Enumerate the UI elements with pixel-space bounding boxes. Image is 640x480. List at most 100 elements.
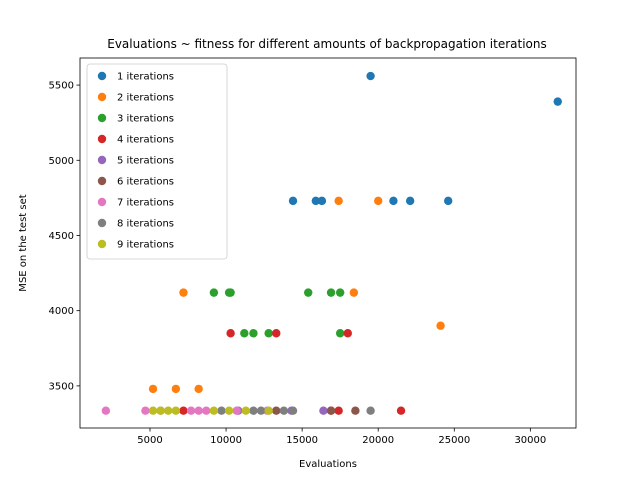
data-point xyxy=(326,288,336,297)
data-point xyxy=(319,406,328,415)
legend-marker xyxy=(97,71,107,81)
series-4 xyxy=(179,329,406,415)
data-point xyxy=(241,406,251,415)
data-point xyxy=(334,196,343,206)
legend-box xyxy=(86,63,228,260)
y-axis-label: MSE on the test set xyxy=(18,194,29,291)
data-point xyxy=(279,406,289,415)
data-point xyxy=(335,288,345,297)
data-point xyxy=(272,329,281,338)
data-point xyxy=(264,406,273,415)
data-point xyxy=(249,406,258,415)
legend-marker xyxy=(97,134,107,144)
legend-marker xyxy=(97,239,107,249)
data-point xyxy=(194,406,203,415)
x-tick-label: 20000 xyxy=(362,435,394,446)
data-point xyxy=(288,196,298,206)
data-point xyxy=(217,406,226,415)
data-point xyxy=(186,406,196,415)
data-point xyxy=(366,406,375,415)
legend-marker xyxy=(97,113,107,123)
data-point xyxy=(171,384,181,394)
data-point xyxy=(209,406,219,415)
data-point xyxy=(164,406,173,415)
x-tick-label: 5000 xyxy=(137,435,162,446)
data-point xyxy=(156,406,165,415)
data-point xyxy=(374,196,383,206)
x-tick-label: 15000 xyxy=(286,435,318,446)
data-points xyxy=(101,71,562,415)
y-tick-label: 5500 xyxy=(49,81,74,92)
data-point xyxy=(389,196,398,206)
data-point xyxy=(553,97,562,106)
chart-title: Evaluations ~ fitness for different amou… xyxy=(107,37,547,51)
data-point xyxy=(224,406,234,415)
legend-label: 3 iterations xyxy=(117,114,174,125)
data-point xyxy=(256,406,266,415)
series-7 xyxy=(101,406,272,415)
legend-marker xyxy=(97,197,107,207)
series-2 xyxy=(148,196,445,394)
legend-marker xyxy=(97,155,107,165)
data-point xyxy=(148,406,158,415)
data-point xyxy=(264,329,273,338)
data-point xyxy=(272,406,281,415)
data-point xyxy=(141,406,150,415)
series-9 xyxy=(148,406,273,415)
x-tick-label: 10000 xyxy=(210,435,242,446)
legend-label: 7 iterations xyxy=(117,198,174,209)
legend-marker xyxy=(97,218,107,228)
data-point xyxy=(240,329,249,338)
legend-label: 5 iterations xyxy=(117,156,174,167)
x-axis: 5000 10000 15000 20000 25000 30000 xyxy=(137,428,546,446)
legend: 1 iterations 2 iterations 3 iterations 4 it… xyxy=(86,63,228,260)
series-8 xyxy=(217,406,375,415)
x-tick-label: 30000 xyxy=(514,435,546,446)
data-point xyxy=(101,406,111,415)
y-tick-label: 4000 xyxy=(49,306,74,317)
data-point xyxy=(179,288,188,297)
plot-frame xyxy=(79,57,577,429)
legend-label: 2 iterations xyxy=(117,93,174,104)
data-point xyxy=(396,406,406,415)
legend-marker xyxy=(97,176,107,186)
x-axis-label: Evaluations xyxy=(299,459,357,470)
data-point xyxy=(343,329,352,338)
legend-label: 4 iterations xyxy=(117,135,174,146)
data-point xyxy=(179,406,188,415)
series-3 xyxy=(209,288,345,338)
data-point xyxy=(288,406,298,415)
data-point xyxy=(202,406,211,415)
data-point xyxy=(317,196,327,206)
data-point xyxy=(405,196,415,206)
y-axis: 3500 4000 4500 5000 5500 xyxy=(49,81,80,392)
legend-marker xyxy=(97,92,107,102)
data-point xyxy=(171,406,181,415)
y-tick-label: 4500 xyxy=(49,231,74,242)
data-point xyxy=(443,196,453,206)
data-point xyxy=(226,288,235,297)
legend-label: 1 iterations xyxy=(117,72,174,83)
data-point xyxy=(351,406,360,415)
series-1 xyxy=(288,71,562,206)
data-point xyxy=(334,406,343,415)
data-point xyxy=(209,288,219,297)
data-point xyxy=(436,321,445,330)
data-point xyxy=(349,288,359,297)
data-point xyxy=(326,406,336,415)
legend-label: 8 iterations xyxy=(117,219,174,230)
data-point xyxy=(249,329,258,338)
data-point xyxy=(366,71,375,81)
data-point xyxy=(232,406,241,415)
legend-label: 9 iterations xyxy=(117,240,174,251)
series-6 xyxy=(272,406,360,415)
data-point xyxy=(335,329,345,338)
y-tick-label: 3500 xyxy=(49,381,74,392)
x-tick-label: 25000 xyxy=(438,435,470,446)
data-point xyxy=(194,384,203,394)
y-tick-label: 5000 xyxy=(49,156,74,167)
data-point xyxy=(226,329,235,338)
legend-label: 6 iterations xyxy=(117,177,174,188)
data-point xyxy=(311,196,321,206)
